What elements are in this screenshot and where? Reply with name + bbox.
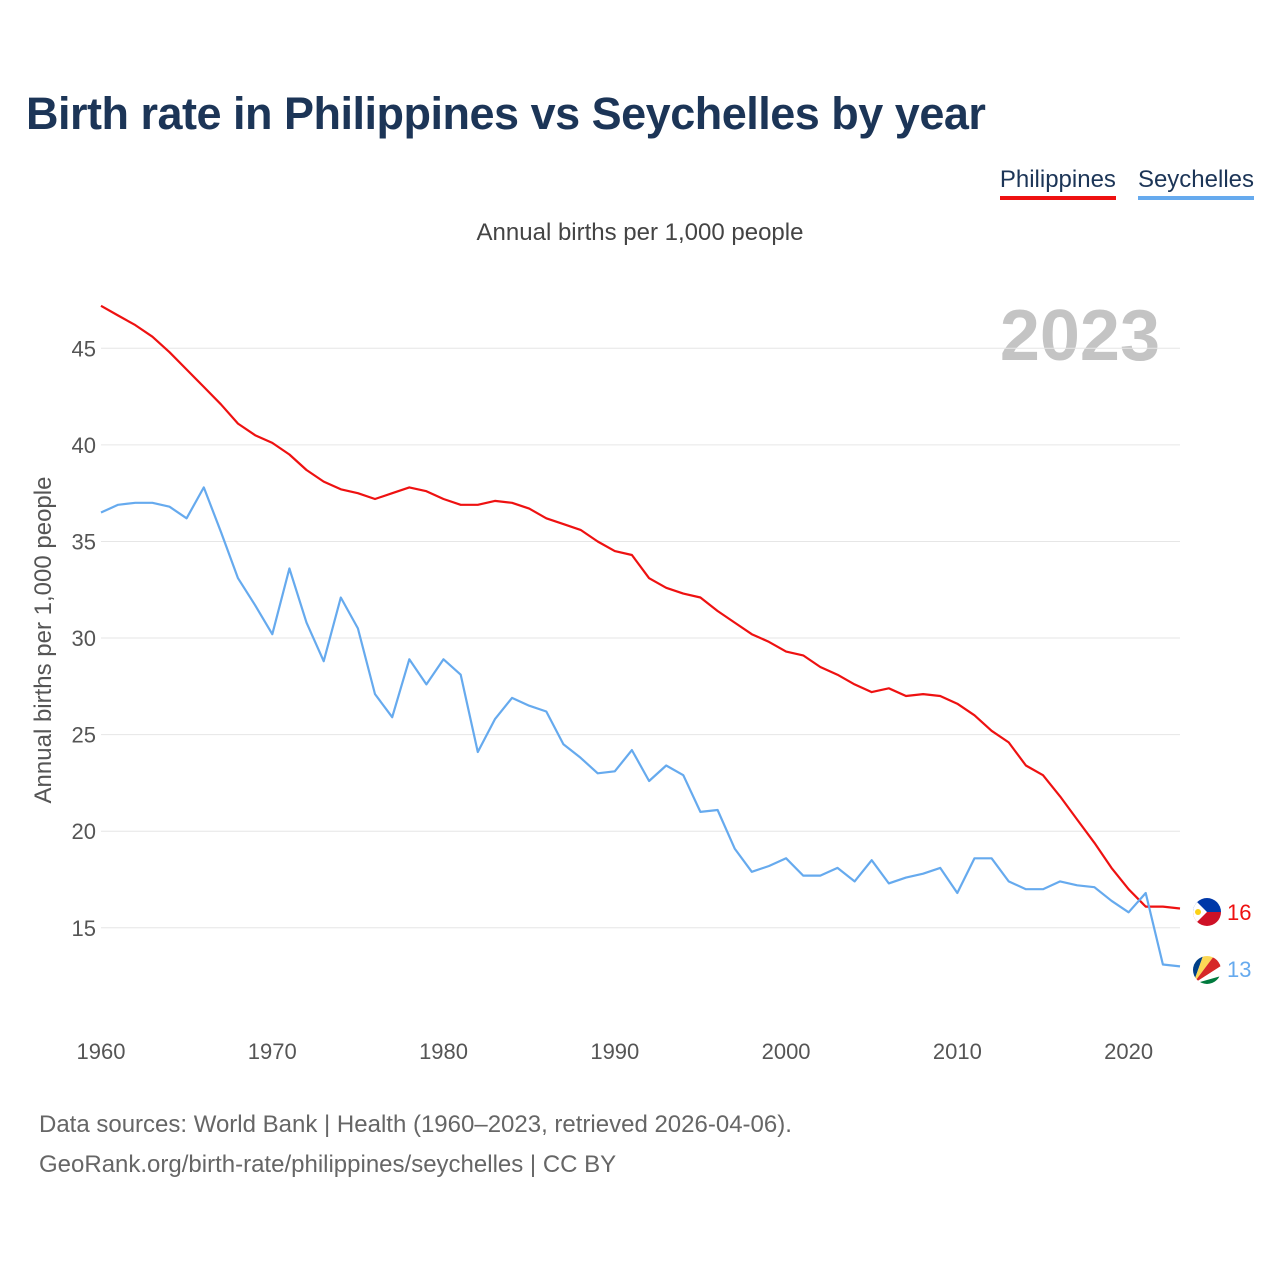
series-line-seychelles [100,486,1181,968]
series-line-philippines [100,304,1181,910]
y-tick-label: 15 [72,916,96,941]
y-tick-label: 30 [72,626,96,651]
y-tick-label: 40 [72,433,96,458]
legend: Philippines Seychelles [999,166,1254,200]
philippines-flag-icon [1193,898,1221,926]
seychelles-end-label: 13 [1227,957,1251,982]
x-tick-label: 1980 [419,1039,468,1064]
year-watermark: 2023 [1000,296,1160,376]
legend-item-philippines[interactable]: Philippines [999,166,1116,200]
y-tick-label: 45 [72,336,96,361]
y-tick-label: 25 [72,723,96,748]
chart-subtitle: Annual births per 1,000 people [477,219,804,246]
chart-title: Birth rate in Philippines vs Seychelles … [26,88,986,139]
y-tick-label: 20 [72,819,96,844]
x-tick-label: 1960 [77,1039,126,1064]
philippines-end-label: 16 [1227,900,1251,925]
x-tick-label: 1990 [590,1039,639,1064]
y-tick-label: 35 [72,529,96,554]
legend-item-seychelles[interactable]: Seychelles [1137,166,1254,200]
data-source-note: Data sources: World Bank | Health (1960–… [39,1111,792,1138]
y-axis-ticks: 15 20 25 30 35 40 45 [72,336,96,941]
footer: Data sources: World Bank | Health (1960–… [39,1105,792,1185]
y-axis-label: Annual births per 1,000 people [30,477,57,804]
grid-lines [101,347,1180,929]
series-lines [100,304,1181,968]
x-tick-label: 1970 [248,1039,297,1064]
source-url[interactable]: GeoRank.org/birth-rate/philippines/seych… [39,1151,617,1178]
x-tick-label: 2010 [933,1039,982,1064]
line-chart: Annual births per 1,000 people 2023 Annu… [30,219,1251,1064]
x-tick-label: 2020 [1104,1039,1153,1064]
seychelles-flag-icon [1193,956,1221,984]
x-axis-ticks: 1960 1970 1980 1990 2000 2010 2020 [77,1039,1154,1064]
x-tick-label: 2000 [762,1039,811,1064]
